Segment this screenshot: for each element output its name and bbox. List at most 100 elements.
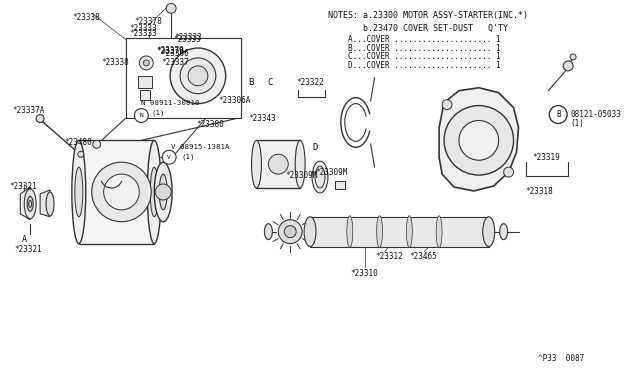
Text: b.23470 COVER SET-DUST   Q'TY: b.23470 COVER SET-DUST Q'TY bbox=[328, 24, 508, 33]
Ellipse shape bbox=[436, 216, 442, 247]
Text: N 08911-30810: N 08911-30810 bbox=[141, 100, 200, 106]
Polygon shape bbox=[310, 217, 489, 247]
Circle shape bbox=[278, 220, 302, 244]
Ellipse shape bbox=[483, 217, 495, 247]
Ellipse shape bbox=[295, 140, 305, 188]
Text: *23306A: *23306A bbox=[219, 96, 251, 105]
Ellipse shape bbox=[252, 140, 262, 188]
Circle shape bbox=[180, 58, 216, 94]
Text: N: N bbox=[140, 113, 143, 118]
Text: *23333: *23333 bbox=[129, 29, 157, 38]
Ellipse shape bbox=[315, 166, 325, 188]
Text: *23318: *23318 bbox=[525, 187, 553, 196]
Text: *23309M: *23309M bbox=[315, 168, 348, 177]
Text: (1): (1) bbox=[181, 154, 195, 160]
Text: D...COVER ..................... 1: D...COVER ..................... 1 bbox=[348, 61, 500, 70]
Text: *23333: *23333 bbox=[129, 24, 157, 33]
Circle shape bbox=[78, 151, 84, 157]
Text: V 08915-1381A: V 08915-1381A bbox=[171, 144, 230, 150]
Ellipse shape bbox=[264, 224, 273, 240]
Bar bbox=[127, 38, 241, 118]
Ellipse shape bbox=[72, 140, 86, 244]
Circle shape bbox=[156, 184, 171, 200]
Ellipse shape bbox=[24, 189, 36, 219]
Ellipse shape bbox=[159, 174, 167, 210]
Ellipse shape bbox=[28, 196, 33, 211]
Text: ^P33  0087: ^P33 0087 bbox=[538, 354, 584, 363]
Circle shape bbox=[36, 115, 44, 122]
Circle shape bbox=[563, 61, 573, 71]
Circle shape bbox=[92, 162, 151, 222]
Circle shape bbox=[284, 226, 296, 238]
Ellipse shape bbox=[29, 201, 31, 207]
Polygon shape bbox=[257, 140, 300, 188]
Text: *23310: *23310 bbox=[351, 269, 378, 278]
Text: *23378: *23378 bbox=[134, 17, 162, 26]
Polygon shape bbox=[20, 187, 30, 220]
Text: *23309M: *23309M bbox=[285, 171, 317, 180]
Text: *23379: *23379 bbox=[156, 46, 184, 55]
Text: *23343: *23343 bbox=[248, 114, 276, 123]
Circle shape bbox=[104, 174, 140, 210]
Polygon shape bbox=[40, 190, 50, 217]
Text: *23480: *23480 bbox=[64, 138, 92, 147]
Ellipse shape bbox=[154, 162, 172, 222]
Circle shape bbox=[549, 106, 567, 124]
Ellipse shape bbox=[376, 216, 383, 247]
Text: B...COVER ..................... 1: B...COVER ..................... 1 bbox=[348, 44, 500, 52]
Ellipse shape bbox=[150, 167, 158, 217]
Text: *23333: *23333 bbox=[173, 35, 201, 44]
Polygon shape bbox=[439, 88, 518, 191]
Circle shape bbox=[444, 106, 513, 175]
Bar bbox=[335, 181, 345, 189]
Text: (1): (1) bbox=[151, 109, 164, 116]
Text: (1): (1) bbox=[570, 119, 584, 128]
Text: D: D bbox=[312, 143, 317, 152]
Circle shape bbox=[188, 66, 208, 86]
Circle shape bbox=[442, 100, 452, 110]
Text: NOTES: a.23300 MOTOR ASSY-STARTER(INC.*): NOTES: a.23300 MOTOR ASSY-STARTER(INC.*) bbox=[328, 11, 528, 20]
Polygon shape bbox=[79, 140, 154, 244]
Text: *23321: *23321 bbox=[10, 183, 37, 192]
Text: *23380: *23380 bbox=[196, 120, 224, 129]
Text: 08121-05033: 08121-05033 bbox=[570, 110, 621, 119]
Text: C...COVER ..................... 1: C...COVER ..................... 1 bbox=[348, 52, 500, 61]
Text: *23338: *23338 bbox=[72, 13, 100, 22]
Circle shape bbox=[166, 3, 176, 13]
Circle shape bbox=[143, 60, 149, 66]
Ellipse shape bbox=[500, 224, 508, 240]
Bar bbox=[138, 76, 152, 88]
Circle shape bbox=[140, 56, 153, 70]
Text: *23465: *23465 bbox=[410, 252, 437, 261]
Bar bbox=[140, 90, 150, 100]
Text: *23306: *23306 bbox=[161, 48, 189, 58]
Text: *23322: *23322 bbox=[296, 78, 324, 87]
Text: C: C bbox=[268, 78, 273, 87]
Text: V: V bbox=[167, 155, 171, 160]
Ellipse shape bbox=[75, 167, 83, 217]
Text: *23319: *23319 bbox=[532, 153, 560, 162]
Circle shape bbox=[162, 150, 176, 164]
Text: *23337: *23337 bbox=[161, 58, 189, 67]
Circle shape bbox=[134, 109, 148, 122]
Text: B: B bbox=[556, 110, 561, 119]
Ellipse shape bbox=[312, 161, 328, 193]
Circle shape bbox=[459, 121, 499, 160]
Circle shape bbox=[93, 140, 100, 148]
Ellipse shape bbox=[147, 140, 161, 244]
Circle shape bbox=[504, 167, 513, 177]
Text: A...COVER ..................... 1: A...COVER ..................... 1 bbox=[348, 35, 500, 44]
Text: A: A bbox=[22, 235, 27, 244]
Ellipse shape bbox=[347, 216, 353, 247]
Text: *23312: *23312 bbox=[376, 252, 403, 261]
Circle shape bbox=[268, 154, 288, 174]
Text: *23337A: *23337A bbox=[12, 106, 45, 115]
Text: *23321: *23321 bbox=[14, 245, 42, 254]
Text: *23333: *23333 bbox=[174, 33, 202, 42]
Circle shape bbox=[170, 48, 226, 104]
Text: B: B bbox=[248, 78, 254, 87]
Ellipse shape bbox=[304, 217, 316, 247]
Ellipse shape bbox=[46, 192, 54, 216]
Text: *23379: *23379 bbox=[156, 45, 184, 55]
Text: *23338: *23338 bbox=[102, 58, 129, 67]
